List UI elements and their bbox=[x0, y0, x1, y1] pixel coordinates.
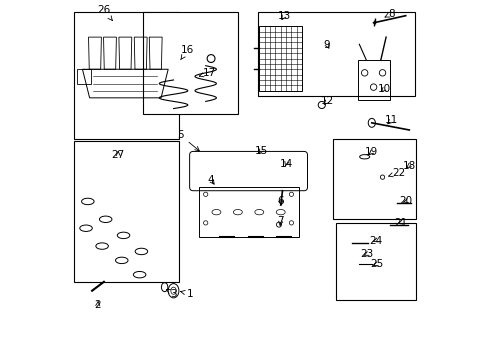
Text: 8: 8 bbox=[385, 9, 395, 19]
Text: 5: 5 bbox=[177, 130, 199, 151]
Text: 25: 25 bbox=[370, 259, 384, 269]
Text: 17: 17 bbox=[199, 68, 216, 78]
Text: 19: 19 bbox=[365, 147, 378, 157]
Text: 13: 13 bbox=[278, 11, 291, 21]
Text: 9: 9 bbox=[324, 40, 330, 50]
Bar bbox=[333, 139, 416, 219]
Text: 16: 16 bbox=[181, 45, 195, 60]
Text: 6: 6 bbox=[277, 197, 284, 206]
Text: 20: 20 bbox=[399, 197, 412, 206]
Bar bbox=[358, 60, 390, 100]
Text: 3: 3 bbox=[167, 289, 177, 298]
Text: 12: 12 bbox=[320, 96, 334, 107]
Text: 2: 2 bbox=[95, 300, 101, 310]
Bar bbox=[74, 12, 179, 139]
Text: 24: 24 bbox=[369, 236, 382, 246]
Bar bbox=[77, 69, 92, 84]
Text: 18: 18 bbox=[403, 161, 416, 171]
Text: 11: 11 bbox=[385, 115, 398, 125]
Text: 15: 15 bbox=[254, 146, 268, 156]
Bar bbox=[74, 141, 179, 282]
Bar bbox=[258, 12, 415, 96]
Text: 22: 22 bbox=[389, 168, 405, 178]
Text: 1: 1 bbox=[180, 289, 193, 298]
Bar bbox=[143, 12, 238, 114]
Bar bbox=[198, 187, 298, 237]
Text: 14: 14 bbox=[279, 159, 293, 169]
Bar bbox=[259, 26, 302, 91]
Text: 26: 26 bbox=[98, 5, 112, 21]
Text: 4: 4 bbox=[208, 175, 215, 185]
Text: 10: 10 bbox=[378, 84, 391, 94]
Bar bbox=[336, 223, 416, 300]
Text: 27: 27 bbox=[112, 150, 125, 160]
Text: 21: 21 bbox=[394, 218, 407, 228]
Text: 7: 7 bbox=[277, 216, 284, 226]
Text: 23: 23 bbox=[360, 249, 373, 259]
